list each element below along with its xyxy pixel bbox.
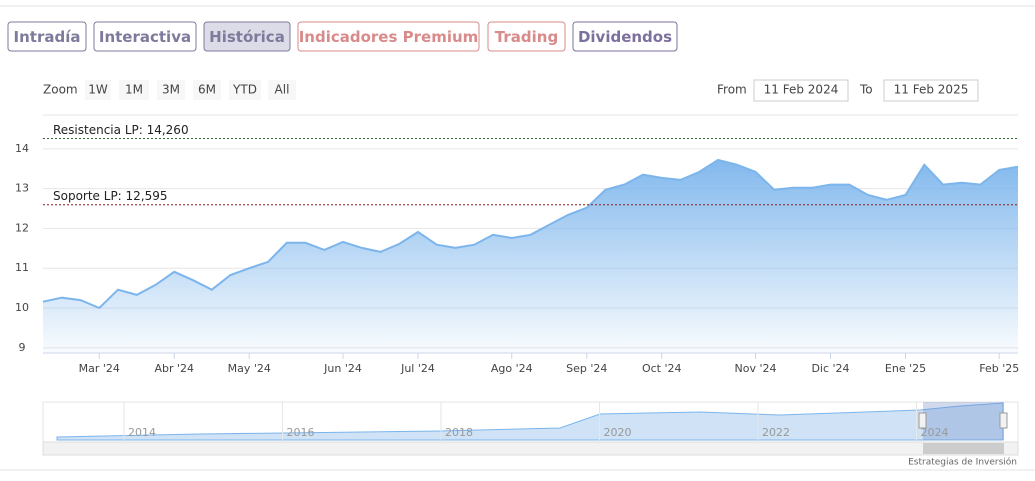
zoom-button-label[interactable]: 3M xyxy=(162,83,180,97)
zoom-button-label[interactable]: YTD xyxy=(232,83,257,97)
tab-label[interactable]: Histórica xyxy=(209,28,285,46)
x-tick-label: Abr '24 xyxy=(154,362,194,375)
x-tick-label: Jun '24 xyxy=(323,362,362,375)
chart: 9 10 11 12 13 14 Mar '24 Abr '24 May '24 Jun '24 J… xyxy=(15,114,1019,375)
zoom-button[interactable] xyxy=(268,80,296,100)
x-tick-label: Dic '24 xyxy=(811,362,849,375)
y-tick-label: 10 xyxy=(15,301,29,314)
navigator-mask[interactable] xyxy=(923,402,1004,440)
from-value[interactable]: 11 Feb 2024 xyxy=(764,83,839,97)
x-tick-label: Sep '24 xyxy=(566,362,607,375)
zoom-button[interactable] xyxy=(157,80,185,100)
tab-label[interactable]: Indicadores Premium xyxy=(299,28,479,46)
x-tick-label: Oct '24 xyxy=(642,362,682,375)
navigator-label: 2020 xyxy=(604,426,632,439)
tab-label[interactable]: Intradía xyxy=(14,28,81,46)
tab[interactable] xyxy=(297,21,480,52)
x-tick-label: Ene '25 xyxy=(885,362,926,375)
tab-label[interactable]: Trading xyxy=(495,28,558,46)
tab[interactable] xyxy=(7,21,87,52)
y-tick-label: 14 xyxy=(15,142,29,155)
navigator-label: 2016 xyxy=(287,426,315,439)
to-label: To xyxy=(859,83,873,97)
from-input[interactable] xyxy=(753,79,849,102)
zoom-label: Zoom xyxy=(43,83,78,97)
zoom-button[interactable] xyxy=(193,80,221,100)
x-tick-label: Ago '24 xyxy=(491,362,533,375)
navigator-label: 2022 xyxy=(762,426,790,439)
zoom-button[interactable] xyxy=(119,80,149,100)
navigator-handle[interactable] xyxy=(918,412,927,429)
y-tick-label: 13 xyxy=(15,182,29,195)
to-input[interactable] xyxy=(883,79,979,102)
area xyxy=(43,160,1018,353)
tab[interactable] xyxy=(93,21,197,52)
scrollbar-thumb[interactable] xyxy=(923,443,1004,454)
to-value[interactable]: 11 Feb 2025 xyxy=(894,83,969,97)
y-tick-label: 12 xyxy=(15,221,29,234)
navigator-label: 2014 xyxy=(128,426,156,439)
navigator: 2014 2016 2018 2020 2022 2024 xyxy=(42,401,1019,456)
range-selector: Zoom 1W 1M 3M 6M YTD All From 11 Feb 2024 To 11 Fe… xyxy=(43,79,979,102)
tab-label[interactable]: Interactiva xyxy=(99,28,191,46)
y-tick-label: 9 xyxy=(19,341,26,354)
x-tick-label: May '24 xyxy=(228,362,271,375)
x-tick-label: Nov '24 xyxy=(735,362,777,375)
x-tick-label: Feb '25 xyxy=(979,362,1019,375)
navigator-label: 2024 xyxy=(921,426,949,439)
tab[interactable] xyxy=(203,21,291,52)
tab-label[interactable]: Dividendos xyxy=(578,28,672,46)
zoom-button-label[interactable]: 1M xyxy=(125,83,143,97)
tab[interactable] xyxy=(572,21,678,52)
y-tick-label: 11 xyxy=(15,261,29,274)
tab[interactable] xyxy=(487,21,566,52)
navigator-handle[interactable] xyxy=(999,412,1008,429)
x-tick-label: Jul '24 xyxy=(400,362,435,375)
scrollbar[interactable] xyxy=(42,441,1019,456)
reference-label: Soporte LP: 12,595 xyxy=(53,189,168,203)
navigator-area xyxy=(56,402,1004,441)
line xyxy=(42,158,1019,310)
zoom-button[interactable] xyxy=(229,80,261,100)
zoom-button-label[interactable]: 1W xyxy=(88,83,108,97)
zoom-button-label[interactable]: All xyxy=(275,83,290,97)
credit: Estrategias de Inversión xyxy=(908,457,1017,468)
zoom-button[interactable] xyxy=(85,80,111,100)
zoom-button-label[interactable]: 6M xyxy=(198,83,216,97)
from-label: From xyxy=(717,83,747,97)
reference-label: Resistencia LP: 14,260 xyxy=(53,123,189,137)
x-tick-label: Mar '24 xyxy=(79,362,120,375)
tab-bar: Intradía Interactiva Histórica Indicadores … xyxy=(7,21,678,52)
navigator-label: 2018 xyxy=(445,426,473,439)
